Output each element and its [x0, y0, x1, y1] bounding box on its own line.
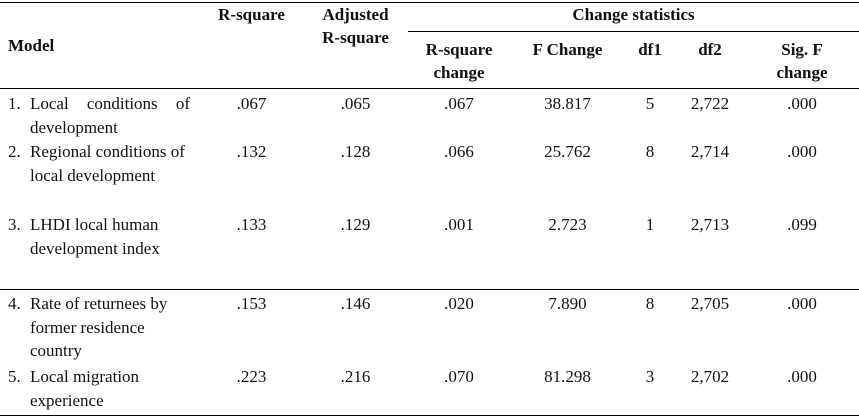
adjusted-r-square-cell: .128	[340, 142, 371, 161]
r-square-change-cell: .020	[408, 289, 510, 365]
header-f-change: F Change	[510, 31, 625, 89]
sig-f-change-cell: .000	[745, 365, 859, 416]
r-square-cell: .153	[200, 289, 303, 365]
model-label: Regional conditions of local development	[30, 142, 185, 185]
f-change-cell: 81.298	[510, 365, 625, 416]
adjusted-r-square-cell: .129	[340, 215, 371, 234]
header-adjusted-r-square: Adjusted R-square	[303, 2, 408, 89]
df1-cell: 8	[645, 142, 655, 161]
header-df2: df2	[675, 31, 745, 89]
table-row: 5. Local migration experience .223 .216 .…	[0, 365, 859, 416]
model-number: 3.	[8, 215, 21, 234]
r-square-change-cell: .070	[408, 365, 510, 416]
sig-f-change-cell: .000	[787, 142, 817, 161]
header-model: Model	[0, 2, 200, 89]
header-change-statistics: Change statistics	[408, 2, 859, 32]
model-number: 2.	[8, 142, 21, 161]
header-r-square-change: R-square change	[408, 31, 510, 89]
table-row: 1. Local conditions of development .067 .…	[0, 89, 859, 141]
model-cell: 5. Local migration experience	[0, 365, 200, 416]
model-label: Local conditions of development	[30, 94, 190, 137]
r-square-cell: .223	[200, 365, 303, 416]
model-cell: 2. Regional conditions of local developme…	[0, 140, 200, 213]
r-square-cell: .067	[236, 94, 267, 113]
model-label: Rate of returnees by former residence co…	[30, 294, 168, 360]
f-change-cell: 25.762	[544, 142, 591, 161]
df1-cell: 1	[645, 215, 655, 234]
r-square-change-cell: .067	[444, 94, 474, 113]
table-row: 4. Rate of returnees by former residence …	[0, 289, 859, 365]
df1-cell: 5	[645, 94, 655, 113]
model-number: 4.	[8, 294, 21, 313]
model-cell: 1. Local conditions of development	[0, 89, 200, 141]
r-square-cell: .132	[236, 142, 267, 161]
model-cell: 3. LHDI local human development index	[0, 213, 200, 290]
table-row: 3. LHDI local human development index .13…	[0, 213, 859, 290]
sig-f-change-cell: .099	[787, 215, 817, 234]
df2-cell: 2,714	[690, 142, 730, 161]
f-change-cell: 2.723	[548, 215, 587, 234]
sig-f-change-cell: .000	[787, 94, 817, 113]
df2-cell: 2,713	[690, 215, 730, 234]
df2-cell: 2,705	[675, 289, 745, 365]
header-sig-f-change: Sig. F change	[745, 31, 859, 89]
adjusted-r-square-cell: .146	[303, 289, 408, 365]
model-cell: 4. Rate of returnees by former residence …	[0, 289, 200, 365]
adjusted-r-square-cell: .065	[340, 94, 371, 113]
f-change-cell: 7.890	[510, 289, 625, 365]
r-square-change-cell: .066	[444, 142, 474, 161]
df1-cell: 3	[625, 365, 675, 416]
table-row: 2. Regional conditions of local developme…	[0, 140, 859, 213]
adjusted-r-square-cell: .216	[303, 365, 408, 416]
model-label: LHDI local human development index	[30, 215, 160, 258]
model-number: 5.	[8, 367, 21, 386]
df2-cell: 2,722	[690, 94, 730, 113]
r-square-cell: .133	[236, 215, 267, 234]
f-change-cell: 38.817	[544, 94, 591, 113]
header-r-square: R-square	[200, 2, 303, 89]
header-df1: df1	[625, 31, 675, 89]
df2-cell: 2,702	[675, 365, 745, 416]
model-number: 1.	[8, 94, 21, 113]
sig-f-change-cell: .000	[745, 289, 859, 365]
r-square-change-cell: .001	[444, 215, 474, 234]
model-label: Local migration experience	[30, 367, 140, 410]
df1-cell: 8	[625, 289, 675, 365]
